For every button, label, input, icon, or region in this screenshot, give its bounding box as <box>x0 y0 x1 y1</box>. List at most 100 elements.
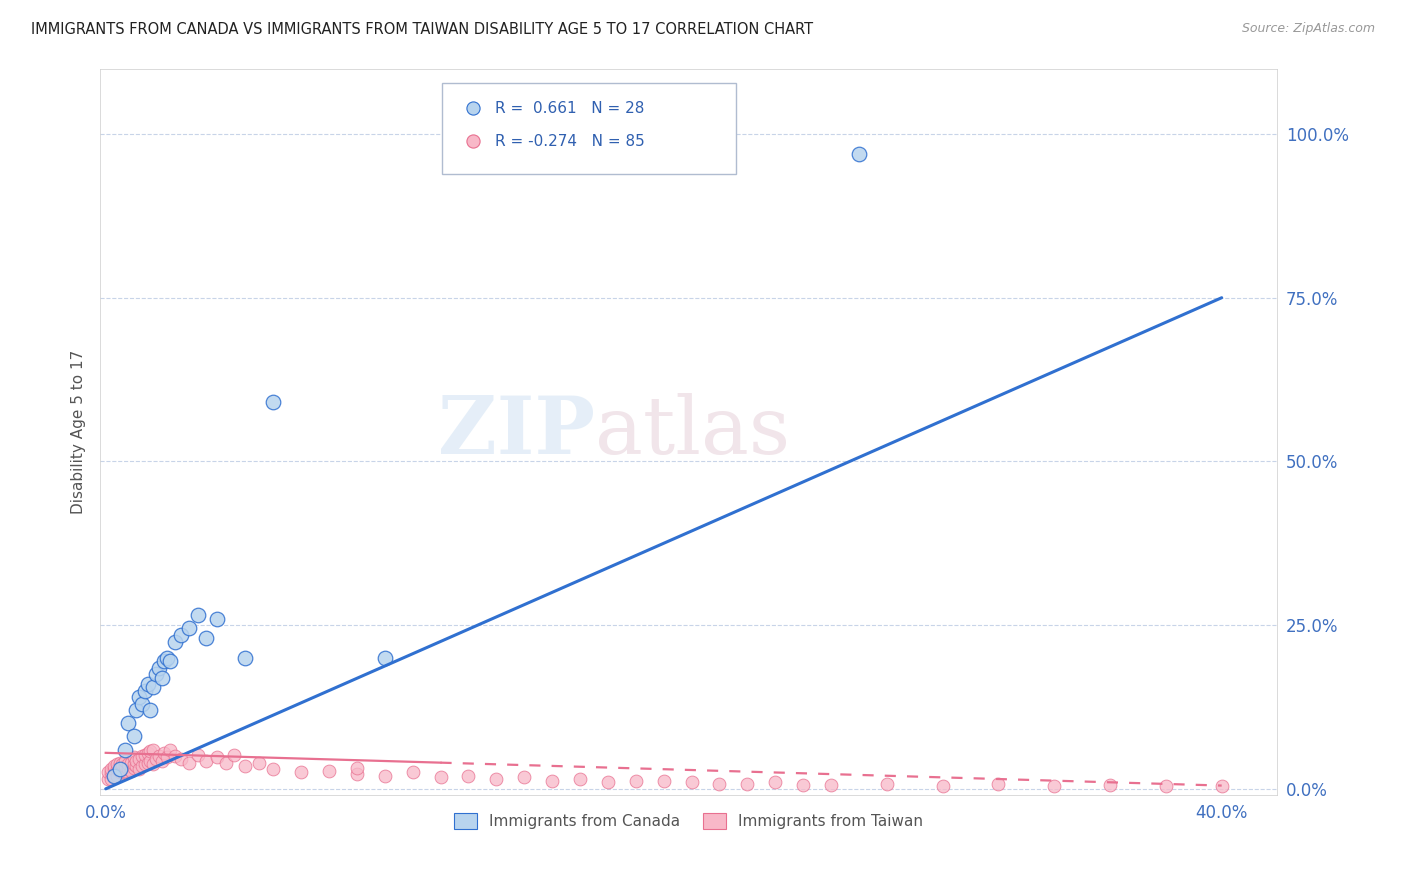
Point <box>103 762 125 776</box>
Point <box>136 677 159 691</box>
Point <box>108 762 131 776</box>
Y-axis label: Disability Age 5 to 17: Disability Age 5 to 17 <box>72 350 86 514</box>
Point <box>134 683 156 698</box>
Point <box>120 764 142 778</box>
Point <box>103 759 125 773</box>
Point <box>170 752 193 766</box>
Point <box>150 755 173 769</box>
Text: R = -0.274   N = 85: R = -0.274 N = 85 <box>495 134 644 149</box>
Point <box>150 671 173 685</box>
Point <box>318 764 340 778</box>
Point <box>142 681 165 695</box>
Point <box>100 772 122 786</box>
Point <box>100 765 122 780</box>
Point <box>153 746 176 760</box>
Point <box>541 774 564 789</box>
Point <box>105 756 128 771</box>
Point <box>156 651 179 665</box>
Point <box>457 769 479 783</box>
Text: Source: ZipAtlas.com: Source: ZipAtlas.com <box>1241 22 1375 36</box>
Point <box>987 777 1010 791</box>
Point <box>122 750 145 764</box>
Point <box>145 752 167 766</box>
Point <box>136 756 159 770</box>
Point <box>139 744 162 758</box>
Point <box>1043 779 1066 793</box>
Point <box>931 779 953 793</box>
Point <box>131 759 153 773</box>
Point <box>122 761 145 775</box>
Point <box>114 759 136 773</box>
Point <box>97 772 120 786</box>
Text: atlas: atlas <box>595 393 790 471</box>
Point <box>485 772 508 786</box>
Point <box>979 163 1001 178</box>
Point <box>1154 779 1177 793</box>
Point <box>247 756 270 770</box>
Point <box>120 756 142 770</box>
Point <box>222 747 245 762</box>
Point <box>131 749 153 764</box>
Point <box>111 765 134 780</box>
Point <box>100 762 122 776</box>
Point <box>145 667 167 681</box>
Point <box>179 621 201 635</box>
Legend: Immigrants from Canada, Immigrants from Taiwan: Immigrants from Canada, Immigrants from … <box>449 806 929 835</box>
Point <box>128 762 150 776</box>
Point <box>346 767 368 781</box>
Point <box>187 608 209 623</box>
Point <box>346 761 368 775</box>
Point <box>125 755 148 769</box>
Point <box>187 747 209 762</box>
Point <box>134 747 156 762</box>
Point <box>262 762 284 776</box>
Point <box>159 742 181 756</box>
Point <box>139 755 162 769</box>
Point <box>165 749 187 764</box>
Point <box>117 762 139 776</box>
Point <box>652 774 675 789</box>
Point <box>153 654 176 668</box>
Point <box>1211 779 1233 793</box>
Point <box>108 762 131 776</box>
Point <box>792 778 814 792</box>
Point <box>165 634 187 648</box>
Point <box>737 776 759 790</box>
Point <box>128 752 150 766</box>
Point <box>207 611 229 625</box>
Point <box>122 756 145 771</box>
Point <box>105 762 128 776</box>
Point <box>429 770 451 784</box>
Point <box>820 778 842 792</box>
Point <box>195 755 218 769</box>
Point <box>114 764 136 778</box>
Point <box>569 772 592 786</box>
Point <box>156 750 179 764</box>
Point <box>117 756 139 771</box>
Point <box>105 769 128 783</box>
Point <box>142 756 165 771</box>
Text: R =  0.661   N = 28: R = 0.661 N = 28 <box>495 101 644 116</box>
Point <box>108 756 131 770</box>
FancyBboxPatch shape <box>441 83 735 174</box>
Point <box>233 651 256 665</box>
Point <box>215 756 238 770</box>
Point <box>159 654 181 668</box>
Point <box>97 765 120 780</box>
Point <box>114 742 136 756</box>
Text: IMMIGRANTS FROM CANADA VS IMMIGRANTS FROM TAIWAN DISABILITY AGE 5 TO 17 CORRELAT: IMMIGRANTS FROM CANADA VS IMMIGRANTS FRO… <box>31 22 813 37</box>
Point <box>125 703 148 717</box>
Point <box>111 756 134 771</box>
Point <box>290 765 312 780</box>
Point <box>170 628 193 642</box>
Point <box>179 756 201 770</box>
Point <box>142 742 165 756</box>
Point <box>195 632 218 646</box>
Point <box>103 769 125 783</box>
Point <box>374 769 396 783</box>
Point <box>148 661 170 675</box>
Point <box>262 395 284 409</box>
Point <box>139 703 162 717</box>
Point <box>709 776 731 790</box>
Point <box>131 697 153 711</box>
